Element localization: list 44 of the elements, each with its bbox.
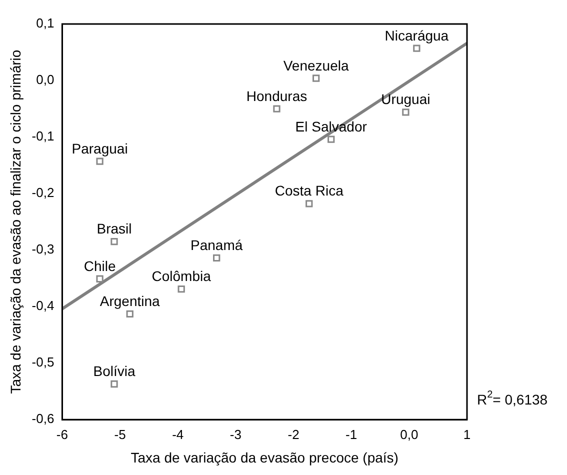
point (96, 275, 104, 282)
point (413, 44, 420, 52)
point (178, 285, 185, 293)
y-axis-title: Taxa de variação da evasão ao finalizar o ciclo primário (7, 50, 24, 394)
annotation: Colômbia (152, 268, 212, 284)
x-axis-title: Taxa de variação da evasão precoce (país) (130, 449, 398, 466)
x-tick-label: 1 (463, 426, 471, 442)
x-tick-label: -5 (114, 426, 126, 442)
point (96, 158, 104, 165)
x-tick-label: -3 (230, 426, 242, 442)
point (110, 238, 118, 246)
point (402, 108, 410, 116)
y-tick-label: 0,0 (36, 72, 54, 88)
x-tick-label: -6 (56, 426, 68, 442)
y-tick-label: -0,3 (32, 242, 54, 257)
point (213, 254, 220, 262)
annotation: El Salvador (295, 118, 368, 134)
point (306, 200, 313, 208)
annotation: Argentina (100, 292, 160, 309)
x-tick-label: -2 (288, 426, 300, 442)
y-tick-label: -0,5 (32, 354, 54, 370)
point (126, 310, 134, 318)
point (328, 136, 335, 143)
annotation: Brasil (96, 220, 132, 237)
y-tick-label: -0,1 (32, 128, 54, 144)
y-tick-label: -0,2 (32, 185, 54, 200)
point (312, 74, 320, 82)
annotation: Uruguai (381, 91, 430, 108)
annotation: Panamá (190, 236, 243, 253)
x-tick-label: 0,0 (400, 426, 418, 442)
annotation: Bolívia (93, 362, 136, 379)
annotation: Venezuela (283, 57, 349, 74)
annotation: Honduras (246, 88, 308, 104)
point (273, 105, 280, 112)
y-tick-label: -0,6 (32, 411, 54, 426)
x-tick-label: -1 (346, 426, 358, 442)
y-tick-label: -0,4 (32, 298, 54, 314)
x-tick-label: -4 (172, 426, 184, 442)
annotation: Paraguai (72, 140, 128, 156)
point (110, 380, 118, 388)
y-tick-label: 0,1 (36, 16, 54, 31)
annotation: Chile (84, 258, 116, 274)
annotation: Costa Rica (274, 182, 344, 199)
annotation: Nicarágua (384, 27, 449, 44)
